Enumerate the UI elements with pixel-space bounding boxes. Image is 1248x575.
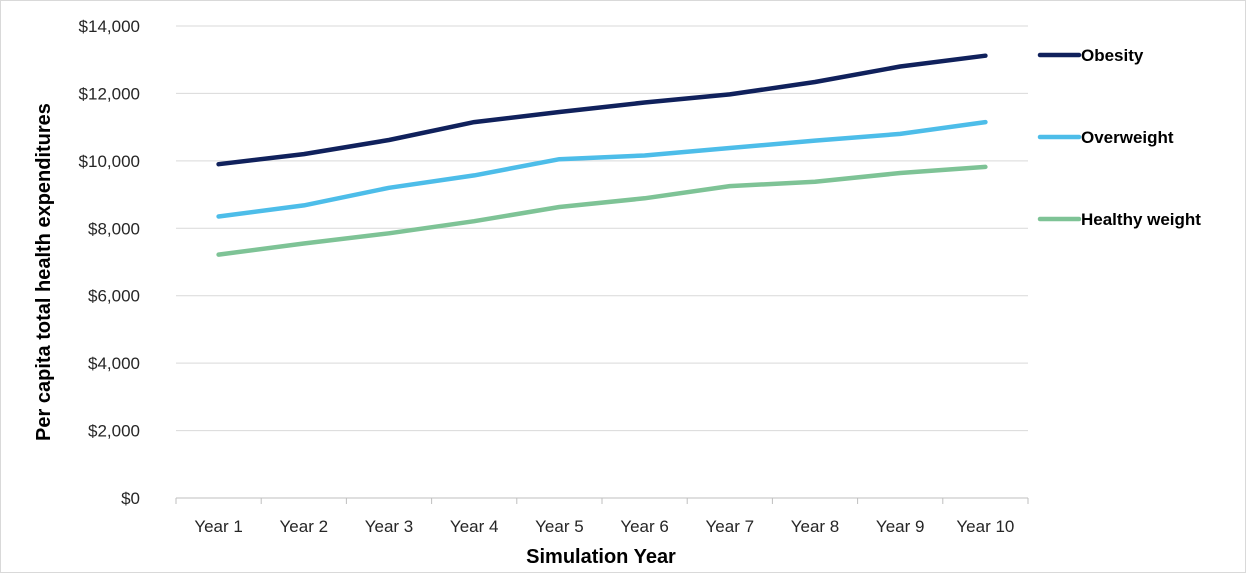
legend-label-obesity: Obesity <box>1081 46 1144 65</box>
series-line-obesity <box>216 53 988 167</box>
x-tick-label: Year 1 <box>194 517 243 536</box>
y-tick-label: $12,000 <box>79 84 140 103</box>
x-tick-label: Year 6 <box>620 517 669 536</box>
y-axis-title: Per capita total health expenditures <box>33 103 55 441</box>
y-tick-label: $2,000 <box>88 422 140 441</box>
x-tick-label: Year 10 <box>956 517 1014 536</box>
y-tick-label: $14,000 <box>79 17 140 36</box>
y-tick-label: $10,000 <box>79 152 140 171</box>
x-tick-label: Year 8 <box>791 517 840 536</box>
x-tick-label: Year 7 <box>706 517 755 536</box>
y-tick-labels: $0 $2,000 $4,000 $6,000 $8,000 $10,000 $12,000… <box>79 17 140 508</box>
series-lines <box>216 53 988 257</box>
y-tick-label: $6,000 <box>88 287 140 306</box>
x-axis-title: Simulation Year <box>526 546 676 568</box>
legend-label-healthy-weight: Healthy weight <box>1081 210 1201 229</box>
x-tick-label: Year 2 <box>280 517 329 536</box>
y-tick-label: $0 <box>121 489 140 508</box>
axes <box>175 497 1029 504</box>
x-tick-label: Year 4 <box>450 517 499 536</box>
x-tick-label: Year 5 <box>535 517 584 536</box>
y-tick-label: $4,000 <box>88 354 140 373</box>
gridlines <box>176 25 1028 432</box>
x-tick-labels: Year 1 Year 2 Year 3 Year 4 Year 5 Year 6 Year… <box>194 517 1014 536</box>
series-line-overweight <box>216 119 988 219</box>
legend-label-overweight: Overweight <box>1081 128 1174 147</box>
legend: Obesity Overweight Healthy weight <box>1037 46 1201 229</box>
y-tick-label: $8,000 <box>88 219 140 238</box>
x-tick-label: Year 3 <box>365 517 414 536</box>
x-tick-label: Year 9 <box>876 517 925 536</box>
series-line-healthy-weight <box>216 164 988 257</box>
